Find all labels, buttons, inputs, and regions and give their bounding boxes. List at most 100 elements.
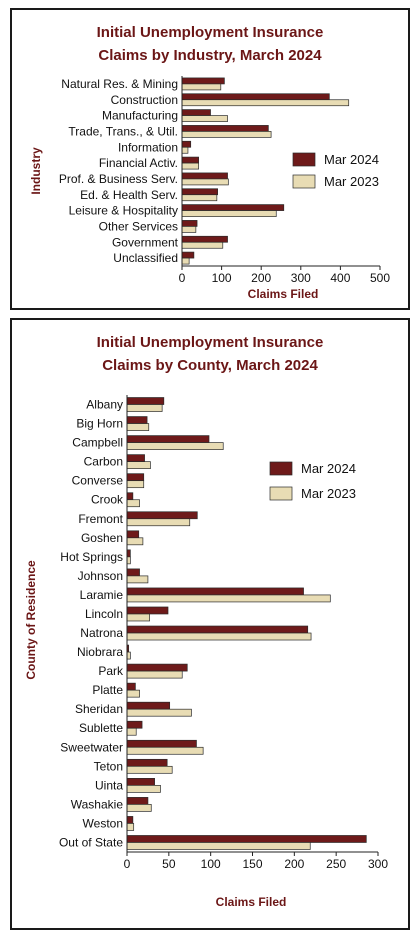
industry-bar-mar-2023	[181, 162, 199, 170]
industry-legend-label-mar-2024: Mar 2024	[324, 152, 379, 167]
industry-category-label: Financial Activ.	[99, 156, 178, 170]
county-x-tick-label: 100	[201, 857, 221, 871]
county-category-label: Uinta	[95, 778, 123, 792]
county-bar-mar-2023	[126, 765, 173, 774]
county-category-label: Sublette	[79, 721, 123, 735]
industry-bar-mar-2023	[181, 83, 222, 91]
industry-bar-mar-2023	[181, 226, 197, 233]
county-bar-mar-2023	[126, 804, 152, 812]
industry-x-tick-label: 100	[212, 271, 232, 285]
county-bar-mar-2024	[126, 758, 168, 767]
county-category-label: Converse	[72, 474, 124, 488]
industry-bar-mar-2023	[181, 210, 277, 217]
industry-bar-mar-2023	[181, 194, 218, 202]
county-x-tick-label: 200	[284, 857, 304, 871]
county-category-label: Niobrara	[77, 645, 123, 659]
county-bar-mar-2024	[126, 473, 145, 482]
county-bar-mar-2024	[126, 606, 169, 615]
county-category-label: Crook	[91, 493, 124, 507]
county-bar-mar-2023	[126, 689, 140, 698]
industry-bar-mar-2024	[181, 188, 218, 196]
industry-category-label: Prof. & Business Serv.	[59, 172, 178, 186]
county-bar-mar-2024	[126, 454, 145, 462]
county-x-tick-label: 50	[162, 857, 176, 871]
county-bar-mar-2024	[126, 778, 155, 786]
industry-y-axis-title: Industry	[29, 147, 43, 195]
county-chart: Initial Unemployment Insurance Claims by …	[24, 334, 388, 909]
county-bar-mar-2023	[126, 556, 131, 565]
industry-x-tick-label: 200	[251, 271, 271, 285]
county-category-label: Natrona	[80, 626, 123, 640]
industry-bar-mar-2024	[181, 220, 198, 227]
industry-bar-mar-2023	[181, 257, 190, 265]
county-bar-mar-2023	[126, 480, 145, 489]
county-category-label: Park	[98, 664, 124, 678]
county-bar-mar-2023	[126, 670, 183, 679]
county-category-label: Platte	[92, 683, 123, 697]
county-bar-mar-2024	[126, 397, 165, 405]
industry-category-label: Trade, Trans., & Util.	[68, 124, 178, 138]
industry-bar-mar-2024	[181, 109, 211, 116]
county-category-label: Big Horn	[76, 417, 123, 431]
industry-category-label: Construction	[111, 93, 178, 107]
industry-category-label: Leisure & Hospitality	[69, 204, 178, 218]
county-legend-swatch-mar-2023	[269, 486, 293, 501]
industry-bar-mar-2024	[181, 172, 228, 180]
county-legend-swatch-mar-2024	[269, 461, 293, 476]
county-category-label: Johnson	[78, 569, 123, 583]
county-bar-mar-2023	[126, 594, 331, 603]
county-bar-mar-2023	[126, 842, 311, 850]
county-chart-title-line-2: Claims by County, March 2024	[102, 357, 318, 374]
county-bar-mar-2024	[126, 720, 143, 729]
industry-bar-mar-2024	[181, 140, 192, 148]
county-bar-mar-2023	[126, 423, 150, 431]
county-category-label: Albany	[86, 398, 123, 412]
county-bar-mar-2024	[126, 682, 136, 691]
industry-x-tick-label: 400	[330, 271, 350, 285]
county-category-label: Teton	[94, 759, 123, 773]
county-bar-mar-2024	[126, 492, 134, 501]
industry-category-label: Manufacturing	[102, 109, 178, 123]
county-bar-mar-2023	[126, 727, 137, 736]
county-bar-mar-2023	[126, 613, 150, 622]
county-category-label: Hot Springs	[60, 550, 123, 564]
county-bar-mar-2024	[126, 663, 188, 672]
county-bar-mar-2024	[126, 435, 210, 443]
industry-bar-mar-2024	[181, 235, 228, 243]
county-x-tick-label: 300	[368, 857, 388, 871]
county-x-tick-label: 150	[242, 857, 262, 871]
industry-bar-mar-2023	[181, 241, 224, 249]
county-category-label: Washakie	[71, 797, 124, 811]
county-bar-mar-2024	[126, 511, 198, 520]
county-bar-mar-2024	[126, 416, 148, 424]
county-bar-mar-2023	[126, 785, 161, 793]
county-category-label: Goshen	[81, 531, 123, 545]
industry-category-label: Unclassified	[113, 251, 178, 265]
county-bar-mar-2024	[126, 739, 197, 748]
industry-category-label: Information	[118, 140, 178, 154]
county-category-label: Fremont	[78, 512, 123, 526]
county-bar-mar-2024	[126, 587, 304, 596]
industry-bar-mar-2023	[181, 131, 272, 138]
county-bar-mar-2023	[126, 632, 312, 641]
county-category-label: Sweetwater	[60, 740, 123, 754]
industry-x-tick-label: 0	[179, 271, 186, 285]
county-category-label: Campbell	[72, 436, 123, 450]
industry-bar-mar-2023	[181, 178, 229, 186]
county-bar-mar-2024	[126, 797, 149, 805]
county-category-label: Out of State	[59, 835, 123, 849]
county-bar-mar-2023	[126, 442, 224, 450]
industry-category-label: Government	[112, 235, 179, 249]
county-x-tick-label: 250	[326, 857, 346, 871]
industry-x-tick-label: 300	[291, 271, 311, 285]
industry-x-axis-title: Claims Filed	[248, 287, 319, 301]
industry-chart-title-line-2: Claims by Industry, March 2024	[98, 47, 322, 64]
industry-bar-mar-2023	[181, 146, 189, 154]
industry-category-label: Natural Res. & Mining	[61, 77, 178, 91]
county-bar-mar-2024	[126, 625, 309, 634]
county-bar-mar-2024	[126, 816, 134, 824]
industry-chart-title-line-1: Initial Unemployment Insurance	[97, 24, 324, 41]
county-bar-mar-2023	[126, 461, 151, 469]
industry-bar-mar-2023	[181, 115, 228, 122]
county-category-label: Carbon	[84, 455, 123, 469]
